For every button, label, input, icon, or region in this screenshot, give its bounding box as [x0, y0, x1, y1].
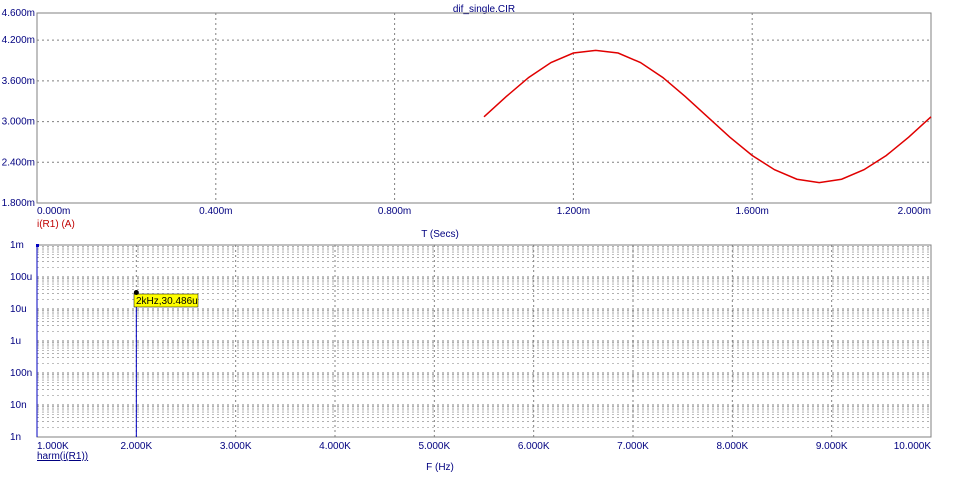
bottom-x-tick-label: 6.000K	[518, 441, 550, 452]
top-y-tick-label: 4.200m	[2, 35, 35, 46]
bottom-plot-grid	[37, 245, 931, 437]
bottom-x-tick-label: 8.000K	[716, 441, 748, 452]
top-y-tick-label: 4.600m	[2, 8, 35, 19]
top-y-tick-label: 2.400m	[2, 157, 35, 168]
bottom-y-tick-label: 1u	[10, 336, 21, 347]
bottom-x-axis: 1.000K 2.000K 3.000K 4.000K 5.000K 6.000K 7.00…	[37, 441, 931, 452]
bottom-series-legend[interactable]: harm(i(R1))	[37, 451, 88, 462]
top-y-tick-label: 3.600m	[2, 76, 35, 87]
bottom-y-tick-label: 10n	[10, 400, 27, 411]
top-series-legend[interactable]: i(R1) (A)	[37, 219, 75, 230]
cursor-label-box	[133, 293, 199, 308]
top-x-tick-label: 0.800m	[378, 206, 411, 217]
cursor-marker[interactable]	[133, 290, 139, 296]
series-line-i-r1	[483, 49, 932, 184]
top-x-tick-label: 0.000m	[37, 206, 70, 217]
bottom-x-tick-label: 7.000K	[617, 441, 649, 452]
top-y-tick-label: 3.000m	[2, 117, 35, 128]
top-y-axis: 1.800m 2.400m 3.000m 3.600m 4.200m 4.600m	[2, 8, 35, 209]
bottom-y-tick-label: 100u	[10, 272, 32, 283]
bottom-y-axis: 1n 10n 100n 1u 10u 100u 1m	[10, 240, 32, 443]
bottom-x-tick-label: 1.000K	[37, 441, 69, 452]
harmonic-bar-marker	[36, 244, 39, 247]
bottom-x-axis-label: F (Hz)	[426, 462, 454, 473]
bottom-y-tick-label: 100n	[10, 368, 32, 379]
bottom-x-tick-label: 3.000K	[220, 441, 252, 452]
bottom-x-tick-label: 5.000K	[418, 441, 450, 452]
top-y-tick-label: 1.800m	[2, 198, 35, 209]
bottom-x-tick-label: 4.000K	[319, 441, 351, 452]
cursor-readout[interactable]: 2kHz,30.486u	[133, 290, 199, 308]
top-plot-frame	[36, 12, 932, 204]
top-plot-grid	[37, 13, 931, 203]
bottom-y-tick-label: 1m	[10, 240, 24, 251]
bottom-y-tick-label: 1n	[10, 432, 21, 443]
bottom-x-tick-label: 9.000K	[816, 441, 848, 452]
cursor-label: 2kHz,30.486u	[136, 296, 198, 307]
top-x-tick-label: 1.200m	[557, 206, 590, 217]
top-x-axis-label: T (Secs)	[421, 229, 459, 240]
bottom-x-tick-label: 2.000K	[120, 441, 152, 452]
top-x-tick-label: 0.400m	[199, 206, 232, 217]
chart-title: dif_single.CIR	[453, 4, 515, 15]
bottom-y-tick-label: 10u	[10, 304, 27, 315]
top-x-tick-label: 1.600m	[736, 206, 769, 217]
top-x-tick-label: 2.000m	[898, 206, 931, 217]
top-x-axis: 0.000m 0.400m 0.800m 1.200m 1.600m 2.000m	[37, 206, 931, 217]
bottom-x-tick-label: 10.000K	[894, 441, 932, 452]
